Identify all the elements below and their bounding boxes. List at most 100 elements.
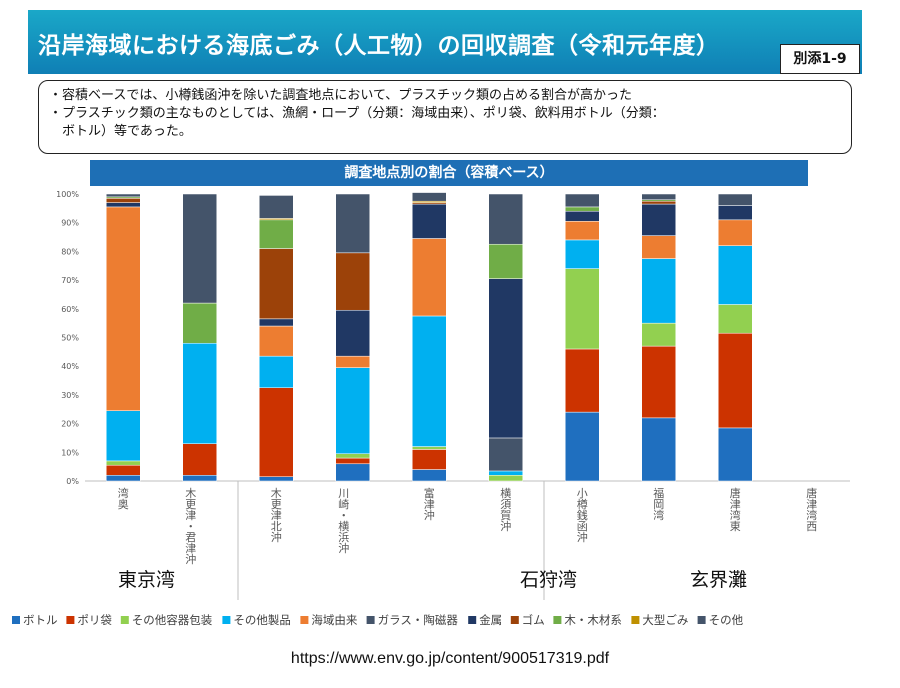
- bar-segment: [565, 348, 600, 413]
- legend-swatch: [12, 616, 20, 624]
- bar-segment: [412, 469, 447, 482]
- x-tick-label: 奥: [118, 497, 129, 511]
- x-tick-label: 崎: [338, 497, 349, 511]
- legend-label: 海域由来: [311, 613, 357, 627]
- x-tick-label: 更: [185, 498, 196, 511]
- legend-swatch: [300, 616, 309, 624]
- y-tick-label: 80%: [61, 247, 79, 256]
- legend-swatch: [697, 616, 706, 624]
- bar-segment: [641, 203, 676, 236]
- legend-swatch: [366, 616, 375, 624]
- x-tick-label: 銭: [577, 509, 588, 522]
- x-tick-label: 岡: [653, 498, 664, 511]
- bar-segment: [259, 195, 294, 219]
- x-tick-label: 津: [185, 542, 196, 555]
- bar-segment: [182, 342, 217, 444]
- legend-label: その他製品: [233, 613, 291, 627]
- bar-segment: [412, 446, 447, 450]
- legend-swatch: [553, 616, 562, 624]
- bar-segment: [488, 243, 523, 279]
- chart-title: 調査地点別の割合（容積ベース）: [90, 160, 808, 186]
- bar-segment: [106, 475, 141, 482]
- bar-segment: [106, 410, 141, 462]
- bar-segment: [182, 475, 217, 482]
- y-tick-label: 90%: [61, 219, 79, 228]
- bar-segment: [259, 219, 294, 249]
- bar-segment: [718, 304, 753, 334]
- x-tick-label: 湾: [653, 508, 664, 522]
- bar-segment: [488, 193, 523, 245]
- bar-segment: [182, 193, 217, 304]
- x-tick-label: 福: [653, 486, 664, 500]
- legend-label: 大型ごみ: [642, 613, 688, 627]
- x-tick-label: 川: [338, 487, 349, 500]
- x-tick-label: 沖: [185, 553, 196, 566]
- x-tick-label: 小: [577, 487, 588, 500]
- bar-segment: [641, 417, 676, 482]
- x-tick-label: ・: [185, 520, 196, 533]
- summary-line: ・容積ベースでは、小樽銭函沖を除いた調査地点において、プラスチック類の占める割合…: [49, 88, 633, 103]
- x-tick-label: 浜: [338, 531, 349, 544]
- bar-segment: [488, 278, 523, 439]
- bar-segment: [488, 470, 523, 476]
- y-tick-label: 100%: [56, 190, 79, 199]
- x-tick-label: 賀: [500, 509, 511, 522]
- bar-segment: [412, 315, 447, 447]
- bar-segment: [106, 464, 141, 476]
- bar-segment: [335, 309, 370, 357]
- title-bar: 沿岸海域における海底ごみ（人工物）の回収調査（令和元年度）: [28, 10, 862, 74]
- group-label: 石狩湾: [520, 569, 577, 591]
- x-tick-label: 津: [806, 498, 817, 511]
- source-url: https://www.env.go.jp/content/900517319.…: [290, 650, 610, 667]
- bar-segment: [335, 463, 370, 482]
- bar-segment: [335, 453, 370, 459]
- x-tick-label: 横: [338, 519, 349, 533]
- bar-segment: [718, 332, 753, 429]
- bar-segment: [641, 258, 676, 324]
- legend-label: 金属: [479, 613, 502, 627]
- x-tick-label: 樽: [577, 497, 588, 511]
- bar-segment: [106, 460, 141, 466]
- y-tick-label: 0%: [66, 477, 79, 486]
- legend-label: ボトル: [23, 613, 58, 627]
- bar-segment: [641, 193, 676, 200]
- appendix-badge: 別添1-9: [780, 44, 860, 74]
- legend-label: ゴム: [522, 613, 545, 627]
- bar-segment: [565, 239, 600, 269]
- x-tick-label: 東: [730, 520, 741, 533]
- bar-segment: [259, 318, 294, 327]
- x-tick-label: 君: [185, 531, 196, 544]
- x-tick-label: 津: [730, 498, 741, 511]
- page-title: 沿岸海域における海底ごみ（人工物）の回収調査（令和元年度）: [38, 33, 720, 59]
- bar-segment: [641, 200, 676, 205]
- x-tick-label: 沖: [271, 531, 282, 544]
- bar-segment: [259, 476, 294, 482]
- x-tick-label: 更: [271, 498, 282, 511]
- x-tick-label: 沖: [338, 542, 349, 555]
- x-tick-label: 横: [500, 486, 511, 500]
- legend-swatch: [510, 616, 519, 624]
- bar-segment: [335, 193, 370, 254]
- bar-segment: [335, 355, 370, 368]
- bar-segment: [488, 475, 523, 482]
- bar-segment: [641, 235, 676, 259]
- bar-segment: [718, 205, 753, 221]
- bar-segment: [259, 325, 294, 357]
- bar-segment: [718, 219, 753, 246]
- bar-segment: [335, 367, 370, 454]
- bar-segment: [335, 457, 370, 465]
- bar-segment: [488, 437, 523, 472]
- x-tick-label: 北: [271, 520, 282, 533]
- bar-segment: [641, 345, 676, 419]
- bar-segment: [335, 252, 370, 311]
- summary-box: ・容積ベースでは、小樽銭函沖を除いた調査地点において、プラスチック類の占める割合…: [38, 80, 852, 154]
- legend-label: 木・木材系: [564, 613, 622, 627]
- y-tick-label: 60%: [61, 305, 79, 314]
- x-tick-label: 唐: [806, 486, 817, 500]
- bar-segment: [641, 322, 676, 347]
- bar-segment: [565, 221, 600, 241]
- y-tick-label: 30%: [61, 391, 79, 400]
- bar-segment: [106, 198, 141, 203]
- bar-segment: [412, 203, 447, 239]
